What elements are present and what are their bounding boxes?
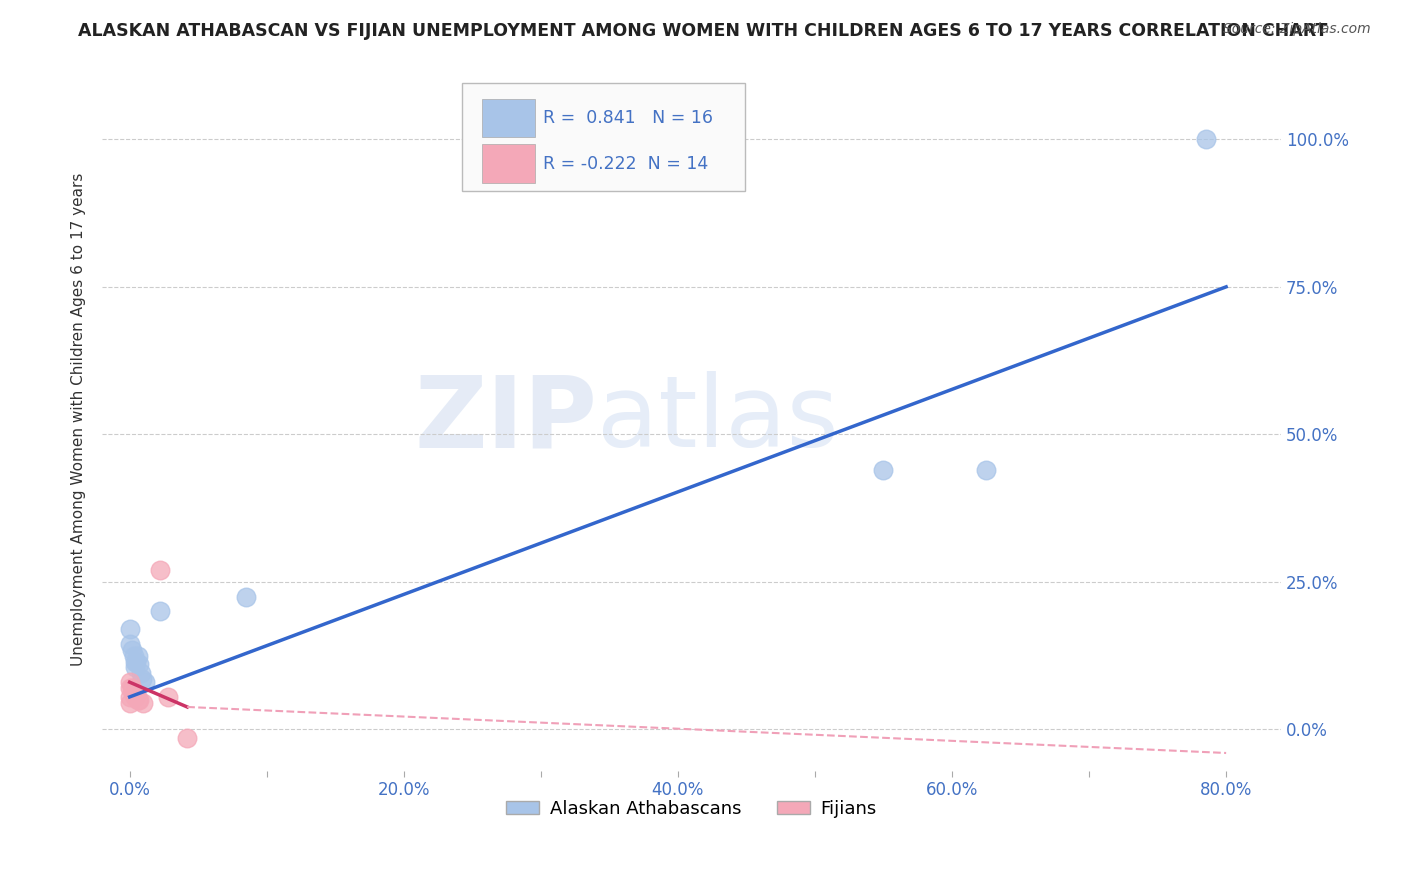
Point: [149, 563, 172, 577]
Point: [124, 660, 146, 674]
Point: [1194, 132, 1216, 146]
FancyBboxPatch shape: [482, 99, 534, 137]
Point: [176, 731, 198, 746]
Legend: Alaskan Athabascans, Fijians: Alaskan Athabascans, Fijians: [499, 792, 884, 825]
Point: [235, 590, 257, 604]
Point: [118, 637, 141, 651]
Point: [872, 463, 894, 477]
Point: [127, 648, 149, 663]
Y-axis label: Unemployment Among Women with Children Ages 6 to 17 years: Unemployment Among Women with Children A…: [72, 173, 86, 666]
Text: R =  0.841   N = 16: R = 0.841 N = 16: [543, 109, 713, 127]
Point: [121, 642, 143, 657]
Point: [118, 696, 141, 710]
Point: [131, 672, 153, 686]
Point: [118, 675, 141, 690]
Point: [156, 690, 179, 704]
Point: [134, 675, 156, 690]
Point: [129, 666, 152, 681]
Point: [118, 622, 141, 636]
Text: atlas: atlas: [598, 371, 839, 468]
Point: [128, 657, 150, 672]
Point: [128, 693, 150, 707]
Text: R = -0.222  N = 14: R = -0.222 N = 14: [543, 154, 709, 172]
Point: [122, 687, 145, 701]
Point: [122, 648, 145, 663]
Point: [125, 655, 148, 669]
Text: ALASKAN ATHABASCAN VS FIJIAN UNEMPLOYMENT AMONG WOMEN WITH CHILDREN AGES 6 TO 17: ALASKAN ATHABASCAN VS FIJIAN UNEMPLOYMEN…: [79, 22, 1327, 40]
Point: [127, 693, 149, 707]
Point: [124, 690, 146, 704]
FancyBboxPatch shape: [461, 83, 745, 192]
Point: [124, 655, 146, 669]
Point: [118, 690, 141, 704]
FancyBboxPatch shape: [482, 145, 534, 183]
Point: [125, 687, 148, 701]
Text: Source: ZipAtlas.com: Source: ZipAtlas.com: [1223, 22, 1371, 37]
Point: [121, 681, 143, 695]
Point: [974, 463, 997, 477]
Point: [149, 604, 172, 618]
Point: [118, 681, 141, 695]
Text: ZIP: ZIP: [415, 371, 598, 468]
Point: [132, 696, 155, 710]
